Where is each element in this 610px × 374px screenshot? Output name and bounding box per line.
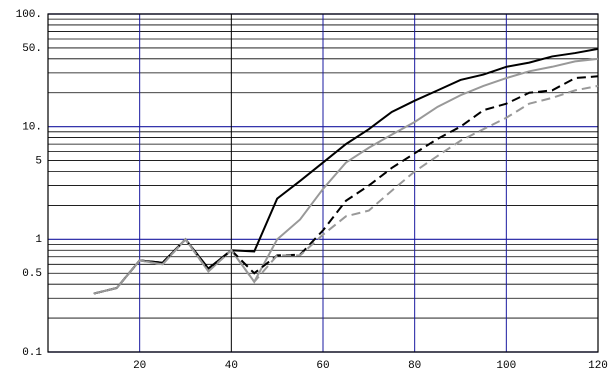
- y-tick-label: 50.: [22, 43, 42, 55]
- x-tick-label: 80: [408, 360, 421, 372]
- x-tick-label: 100: [496, 360, 516, 372]
- y-tick-label: 10.: [22, 122, 42, 134]
- x-tick-label: 20: [133, 360, 146, 372]
- series-line: [93, 84, 599, 295]
- y-tick-label: 100.: [16, 9, 42, 21]
- y-tick-label: 5: [35, 155, 42, 167]
- x-tick-label: 120: [588, 360, 608, 372]
- y-tick-label: 0.5: [22, 268, 42, 280]
- plot-border: [47, 13, 599, 353]
- y-tick-label: 1: [35, 234, 42, 246]
- x-tick-label: 60: [316, 360, 329, 372]
- y-tick-label: 0.1: [22, 347, 42, 359]
- x-tick-label: 40: [225, 360, 238, 372]
